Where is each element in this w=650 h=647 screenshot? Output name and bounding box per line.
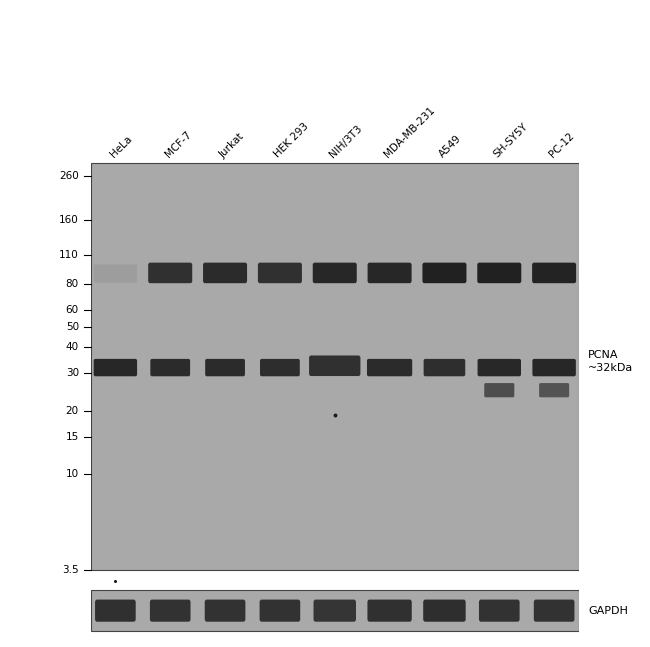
Text: 10: 10 bbox=[66, 469, 79, 479]
Text: PCNA
~32kDa: PCNA ~32kDa bbox=[588, 350, 634, 373]
Text: HeLa: HeLa bbox=[109, 134, 134, 160]
FancyBboxPatch shape bbox=[479, 600, 519, 622]
FancyBboxPatch shape bbox=[313, 263, 357, 283]
Text: 160: 160 bbox=[59, 215, 79, 225]
Text: 60: 60 bbox=[66, 305, 79, 315]
Text: HEK 293: HEK 293 bbox=[273, 122, 311, 160]
Bar bbox=[91, 590, 578, 631]
FancyBboxPatch shape bbox=[484, 383, 514, 397]
FancyBboxPatch shape bbox=[424, 359, 465, 377]
FancyBboxPatch shape bbox=[150, 359, 190, 377]
FancyBboxPatch shape bbox=[205, 359, 245, 377]
FancyBboxPatch shape bbox=[423, 600, 465, 622]
FancyBboxPatch shape bbox=[539, 383, 569, 397]
Text: PC-12: PC-12 bbox=[547, 131, 576, 160]
FancyBboxPatch shape bbox=[422, 263, 467, 283]
FancyBboxPatch shape bbox=[94, 359, 137, 377]
Text: MDA-MB-231: MDA-MB-231 bbox=[382, 105, 437, 160]
Text: 40: 40 bbox=[66, 342, 79, 352]
Text: 3.5: 3.5 bbox=[62, 565, 79, 575]
Text: 260: 260 bbox=[59, 171, 79, 181]
Text: 15: 15 bbox=[66, 432, 79, 442]
FancyBboxPatch shape bbox=[367, 359, 412, 377]
Text: NIH/3T3: NIH/3T3 bbox=[328, 124, 364, 160]
Text: 80: 80 bbox=[66, 279, 79, 289]
Text: 110: 110 bbox=[59, 250, 79, 259]
FancyBboxPatch shape bbox=[259, 600, 300, 622]
FancyBboxPatch shape bbox=[368, 263, 411, 283]
Text: Jurkat: Jurkat bbox=[218, 131, 246, 160]
FancyBboxPatch shape bbox=[309, 355, 360, 376]
FancyBboxPatch shape bbox=[532, 359, 576, 377]
FancyBboxPatch shape bbox=[478, 359, 521, 377]
FancyBboxPatch shape bbox=[148, 263, 192, 283]
Text: GAPDH: GAPDH bbox=[588, 606, 628, 616]
Text: A549: A549 bbox=[437, 133, 463, 160]
FancyBboxPatch shape bbox=[150, 600, 190, 622]
FancyBboxPatch shape bbox=[258, 263, 302, 283]
FancyBboxPatch shape bbox=[94, 265, 137, 283]
Text: 30: 30 bbox=[66, 369, 79, 378]
FancyBboxPatch shape bbox=[313, 600, 356, 622]
FancyBboxPatch shape bbox=[203, 263, 247, 283]
Text: 50: 50 bbox=[66, 322, 79, 332]
Text: MCF-7: MCF-7 bbox=[163, 129, 193, 160]
Text: SH-SY5Y: SH-SY5Y bbox=[492, 122, 530, 160]
FancyBboxPatch shape bbox=[477, 263, 521, 283]
FancyBboxPatch shape bbox=[532, 263, 576, 283]
Bar bbox=[91, 163, 578, 570]
FancyBboxPatch shape bbox=[367, 600, 411, 622]
Text: 20: 20 bbox=[66, 406, 79, 415]
FancyBboxPatch shape bbox=[205, 600, 246, 622]
FancyBboxPatch shape bbox=[95, 600, 136, 622]
FancyBboxPatch shape bbox=[260, 359, 300, 377]
FancyBboxPatch shape bbox=[534, 600, 575, 622]
